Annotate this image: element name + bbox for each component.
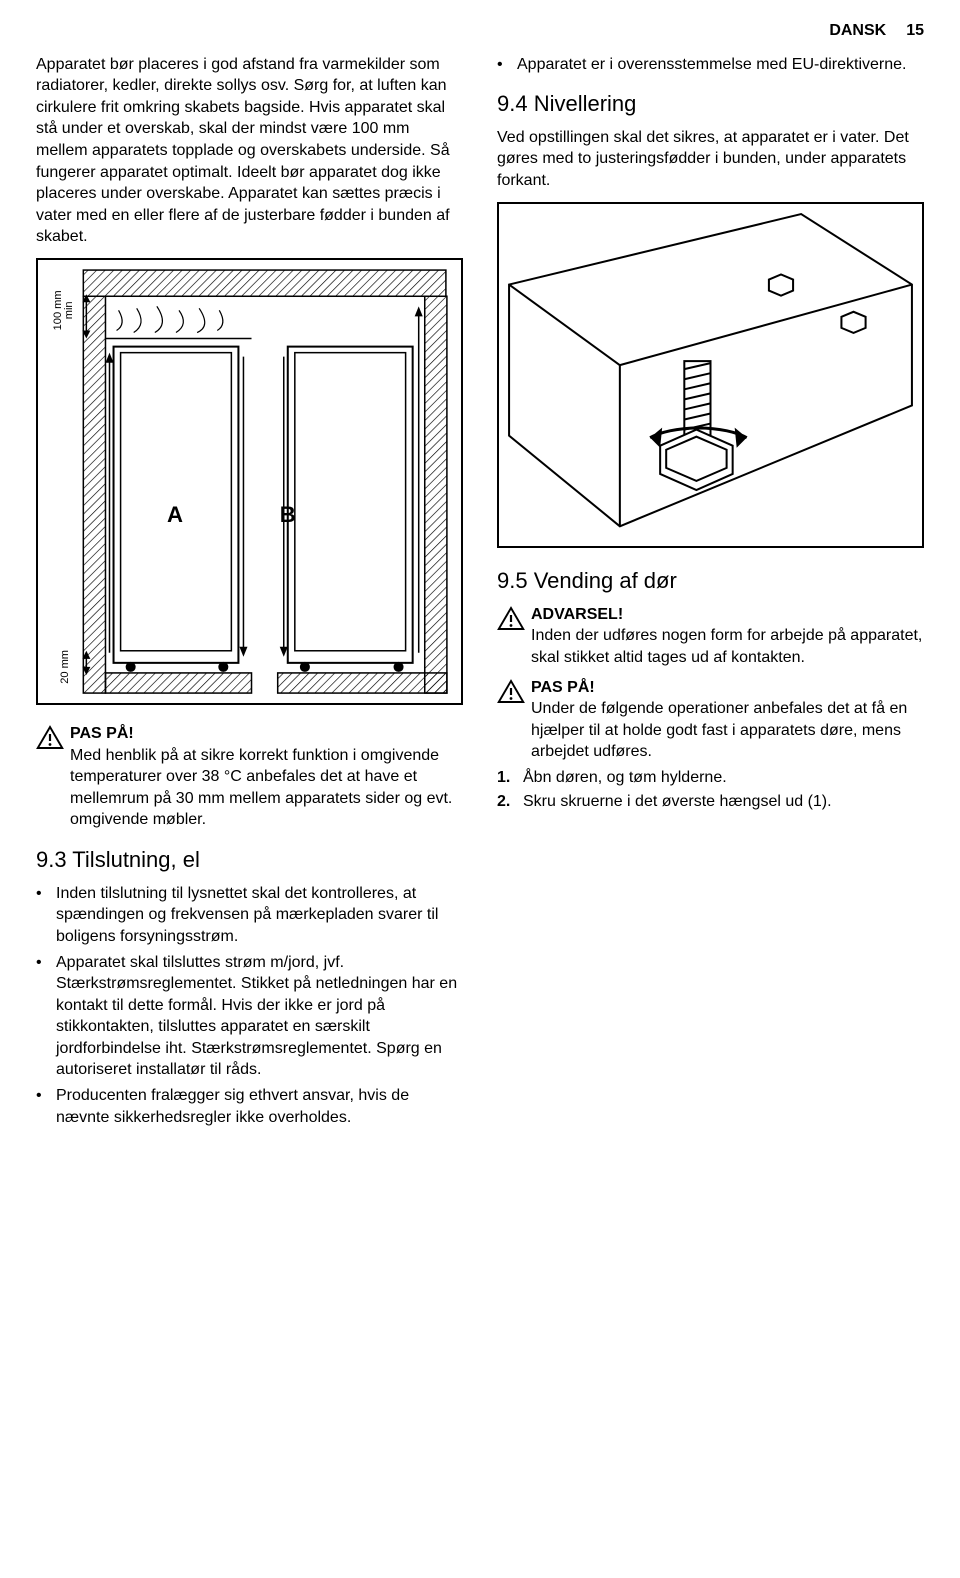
bullet-text: Apparatet er i overensstemmelse med EU-d… bbox=[517, 54, 924, 76]
step-text: Skru skruerne i det øverste hængsel ud (… bbox=[523, 791, 924, 813]
bullet-text: Apparatet skal tilsluttes strøm m/jord, … bbox=[56, 952, 463, 1082]
heading-95: 9.5 Vending af dør bbox=[497, 566, 924, 596]
step-2: 2. Skru skruerne i det øverste hængsel u… bbox=[497, 791, 924, 813]
heading-93: 9.3 Tilslutning, el bbox=[36, 845, 463, 875]
caution-body: Under de følgende operationer anbefales … bbox=[531, 698, 924, 763]
step-1: 1. Åbn døren, og tøm hylderne. bbox=[497, 767, 924, 789]
svg-text:20 mm: 20 mm bbox=[59, 650, 71, 684]
step-text: Åbn døren, og tøm hylderne. bbox=[523, 767, 924, 789]
figure-leveling-foot bbox=[497, 202, 924, 548]
svg-text:B: B bbox=[280, 502, 296, 527]
leveling-foot-svg bbox=[499, 204, 922, 546]
placement-paragraph: Apparatet bør placeres i god afstand fra… bbox=[36, 54, 463, 248]
figure-cabinet-clearance: 100 mm min bbox=[36, 258, 463, 705]
warning-icon bbox=[497, 677, 531, 763]
bullet-text: Producenten fralægger sig ethvert ansvar… bbox=[56, 1085, 463, 1128]
bullet-icon bbox=[497, 54, 517, 76]
page-header: DANSK 15 bbox=[36, 20, 924, 42]
warning-title: ADVARSEL! bbox=[531, 604, 924, 626]
bullet-93-1: Inden tilslutning til lysnettet skal det… bbox=[36, 883, 463, 948]
warning-icon bbox=[36, 723, 70, 831]
heading-94: 9.4 Nivellering bbox=[497, 89, 924, 119]
step-number: 2. bbox=[497, 791, 523, 813]
bullet-93-3: Producenten fralægger sig ethvert ansvar… bbox=[36, 1085, 463, 1128]
warning-icon bbox=[497, 604, 531, 669]
svg-text:A: A bbox=[167, 502, 183, 527]
bullet-text: Inden tilslutning til lysnettet skal det… bbox=[56, 883, 463, 948]
bullet-eu: Apparatet er i overensstemmelse med EU-d… bbox=[497, 54, 924, 76]
step-number: 1. bbox=[497, 767, 523, 789]
paragraph-94: Ved opstillingen skal det sikres, at app… bbox=[497, 127, 924, 192]
warning-body: Inden der udføres nogen form for arbejde… bbox=[531, 625, 924, 668]
clearance-diagram-svg: 100 mm min bbox=[38, 260, 461, 703]
bullet-icon bbox=[36, 883, 56, 948]
left-column: Apparatet bør placeres i god afstand fra… bbox=[36, 54, 463, 1133]
caution-title: PAS PÅ! bbox=[70, 723, 463, 745]
bullet-icon bbox=[36, 952, 56, 1082]
right-column: Apparatet er i overensstemmelse med EU-d… bbox=[497, 54, 924, 1133]
caution-spacing: PAS PÅ! Med henblik på at sikre korrekt … bbox=[36, 723, 463, 831]
caution-body: Med henblik på at sikre korrekt funktion… bbox=[70, 745, 463, 831]
page-number: 15 bbox=[906, 20, 924, 42]
warning-95a: ADVARSEL! Inden der udføres nogen form f… bbox=[497, 604, 924, 669]
lang-label: DANSK bbox=[829, 20, 886, 42]
svg-text:min: min bbox=[63, 301, 75, 319]
caution-95b: PAS PÅ! Under de følgende operationer an… bbox=[497, 677, 924, 763]
bullet-93-2: Apparatet skal tilsluttes strøm m/jord, … bbox=[36, 952, 463, 1082]
bullet-icon bbox=[36, 1085, 56, 1128]
caution-title: PAS PÅ! bbox=[531, 677, 924, 699]
